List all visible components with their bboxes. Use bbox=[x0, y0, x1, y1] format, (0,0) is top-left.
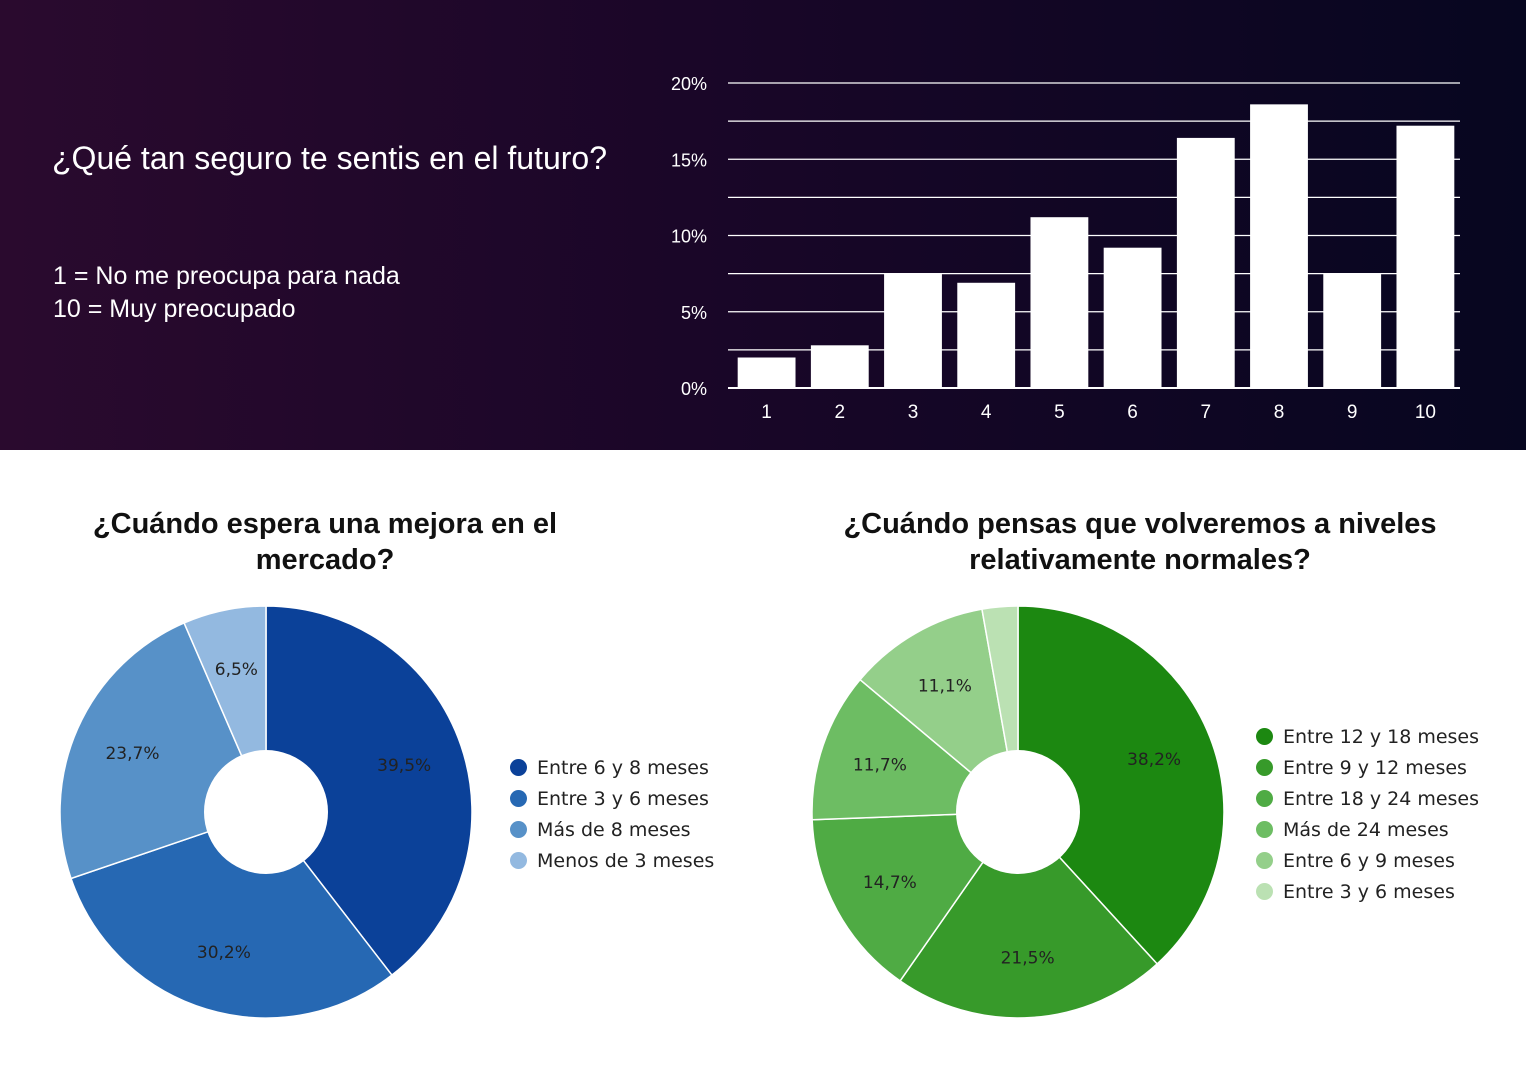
bar bbox=[737, 357, 796, 388]
x-tick-label: 9 bbox=[1347, 402, 1358, 423]
scale-description: 1 = No me preocupa para nada 10 = Muy pr… bbox=[53, 260, 400, 326]
pie2-title: ¿Cuándo pensas que volveremos a niveles … bbox=[843, 508, 1437, 576]
pie-slice bbox=[859, 608, 1020, 814]
legend-swatch bbox=[1256, 852, 1273, 869]
pie1-legend: Entre 6 y 8 meses Entre 3 y 6 meses Más de… bbox=[510, 752, 714, 876]
x-tick-label: 5 bbox=[1054, 402, 1065, 423]
bar bbox=[1396, 125, 1455, 388]
legend-item: Entre 12 y 18 meses bbox=[1256, 721, 1479, 752]
legend-item: Más de 24 meses bbox=[1256, 814, 1479, 845]
pie-slice bbox=[265, 605, 473, 977]
legend-label: Más de 24 meses bbox=[1283, 818, 1449, 841]
donut-hole bbox=[204, 750, 328, 874]
bar bbox=[1030, 217, 1089, 388]
x-tick-label: 6 bbox=[1127, 402, 1138, 423]
pie2-chart: 38,2% 21,5% 14,7% 11,7% 11,1% bbox=[811, 605, 1225, 1019]
bar bbox=[1323, 273, 1382, 388]
x-tick-label: 4 bbox=[981, 402, 992, 423]
scale-low-label: 1 = No me preocupa para nada bbox=[53, 262, 400, 290]
legend-label: Entre 9 y 12 meses bbox=[1283, 756, 1467, 779]
slice-label: 30,2% bbox=[197, 943, 251, 963]
slice-label: 6,5% bbox=[215, 660, 258, 680]
slice-label: 11,7% bbox=[853, 756, 907, 776]
slice-label: 38,2% bbox=[1127, 750, 1181, 770]
bar bbox=[1176, 137, 1235, 388]
legend-item: Entre 9 y 12 meses bbox=[1256, 752, 1479, 783]
slice-label: 11,1% bbox=[918, 677, 972, 697]
pie-slice bbox=[899, 810, 1159, 1019]
pie-slice bbox=[70, 811, 393, 1019]
legend-item: Entre 6 y 8 meses bbox=[510, 752, 714, 783]
legend-label: Entre 18 y 24 meses bbox=[1283, 787, 1480, 810]
pie-slice bbox=[811, 811, 1020, 982]
y-tick-label: 20% bbox=[671, 74, 707, 94]
x-tick-label: 7 bbox=[1201, 402, 1212, 423]
legend-item: Más de 8 meses bbox=[510, 814, 714, 845]
legend-swatch bbox=[510, 852, 527, 869]
slice-label: 21,5% bbox=[1001, 949, 1055, 969]
legend-item: Entre 18 y 24 meses bbox=[1256, 783, 1479, 814]
bar bbox=[1250, 104, 1308, 388]
slice-label: 14,7% bbox=[863, 873, 917, 893]
legend-label: Entre 6 y 8 meses bbox=[537, 756, 709, 779]
x-tick-label: 3 bbox=[908, 402, 919, 423]
x-tick-label: 2 bbox=[835, 402, 846, 423]
legend-item: Entre 6 y 9 meses bbox=[1256, 845, 1479, 876]
legend-label: Más de 8 meses bbox=[537, 818, 691, 841]
legend-swatch bbox=[1256, 728, 1273, 745]
y-tick-label: 5% bbox=[681, 303, 707, 323]
pie1-chart: 39,5% 30,2% 23,7% 6,5% bbox=[59, 605, 473, 1019]
legend-swatch bbox=[1256, 759, 1273, 776]
pie1-title: ¿Cuándo espera una mejora en el mercado? bbox=[92, 508, 558, 576]
slice-label: 23,7% bbox=[105, 744, 159, 764]
donut-hole bbox=[956, 750, 1080, 874]
legend-label: Menos de 3 meses bbox=[537, 849, 715, 872]
legend-item: Entre 3 y 6 meses bbox=[1256, 876, 1479, 907]
legend-swatch bbox=[510, 821, 527, 838]
slice-label: 39,5% bbox=[377, 756, 431, 776]
y-tick-label: 10% bbox=[671, 227, 707, 247]
legend-swatch bbox=[1256, 821, 1273, 838]
x-tick-label: 1 bbox=[761, 402, 772, 423]
legend-swatch bbox=[510, 790, 527, 807]
bar bbox=[1103, 247, 1162, 388]
legend-item: Menos de 3 meses bbox=[510, 845, 714, 876]
legend-label: Entre 3 y 6 meses bbox=[537, 787, 709, 810]
legend-label: Entre 6 y 9 meses bbox=[1283, 849, 1455, 872]
bar bbox=[810, 345, 869, 388]
top-panel: ¿Qué tan seguro te sentis en el futuro? … bbox=[0, 0, 1526, 450]
x-tick-label: 10 bbox=[1415, 402, 1436, 423]
legend-label: Entre 3 y 6 meses bbox=[1283, 880, 1455, 903]
y-tick-label: 0% bbox=[681, 379, 707, 399]
legend-item: Entre 3 y 6 meses bbox=[510, 783, 714, 814]
pie2-legend: Entre 12 y 18 meses Entre 9 y 12 meses Ent… bbox=[1256, 721, 1479, 907]
x-tick-label: 8 bbox=[1274, 402, 1285, 423]
question-title: ¿Qué tan seguro te sentis en el futuro? bbox=[52, 140, 607, 176]
bar-chart: 0% 5% 10% 15% 20% 1 2 3 4 5 6 7 8 9 10 bbox=[671, 74, 1460, 423]
scale-high-label: 10 = Muy preocupado bbox=[53, 295, 296, 323]
legend-label: Entre 12 y 18 meses bbox=[1283, 725, 1480, 748]
legend-swatch bbox=[1256, 883, 1273, 900]
legend-swatch bbox=[510, 759, 527, 776]
bar bbox=[884, 273, 942, 388]
y-tick-label: 15% bbox=[671, 150, 707, 170]
pie-slice bbox=[1017, 605, 1225, 965]
legend-swatch bbox=[1256, 790, 1273, 807]
bar bbox=[957, 282, 1016, 388]
